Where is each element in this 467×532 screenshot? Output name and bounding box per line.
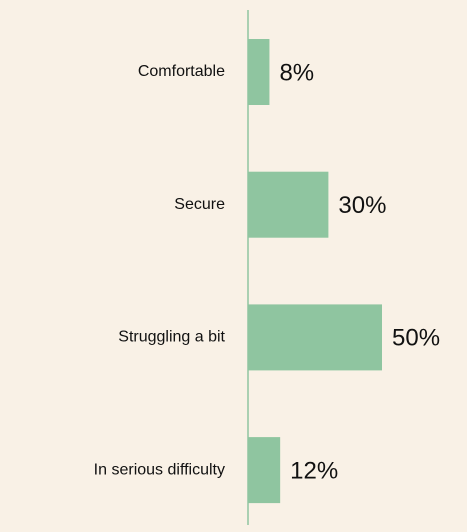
value-label: 30%	[338, 192, 386, 219]
bar	[248, 304, 382, 371]
value-label: 12%	[290, 457, 338, 484]
bar	[248, 437, 281, 504]
bar	[248, 171, 329, 238]
category-label: Struggling a bit	[118, 329, 225, 346]
bar	[248, 39, 270, 105]
value-label: 50%	[392, 325, 440, 352]
category-label: Comfortable	[138, 63, 225, 80]
category-label: Secure	[174, 196, 225, 213]
value-label: 8%	[279, 59, 314, 86]
category-label: In serious difficulty	[94, 461, 225, 478]
